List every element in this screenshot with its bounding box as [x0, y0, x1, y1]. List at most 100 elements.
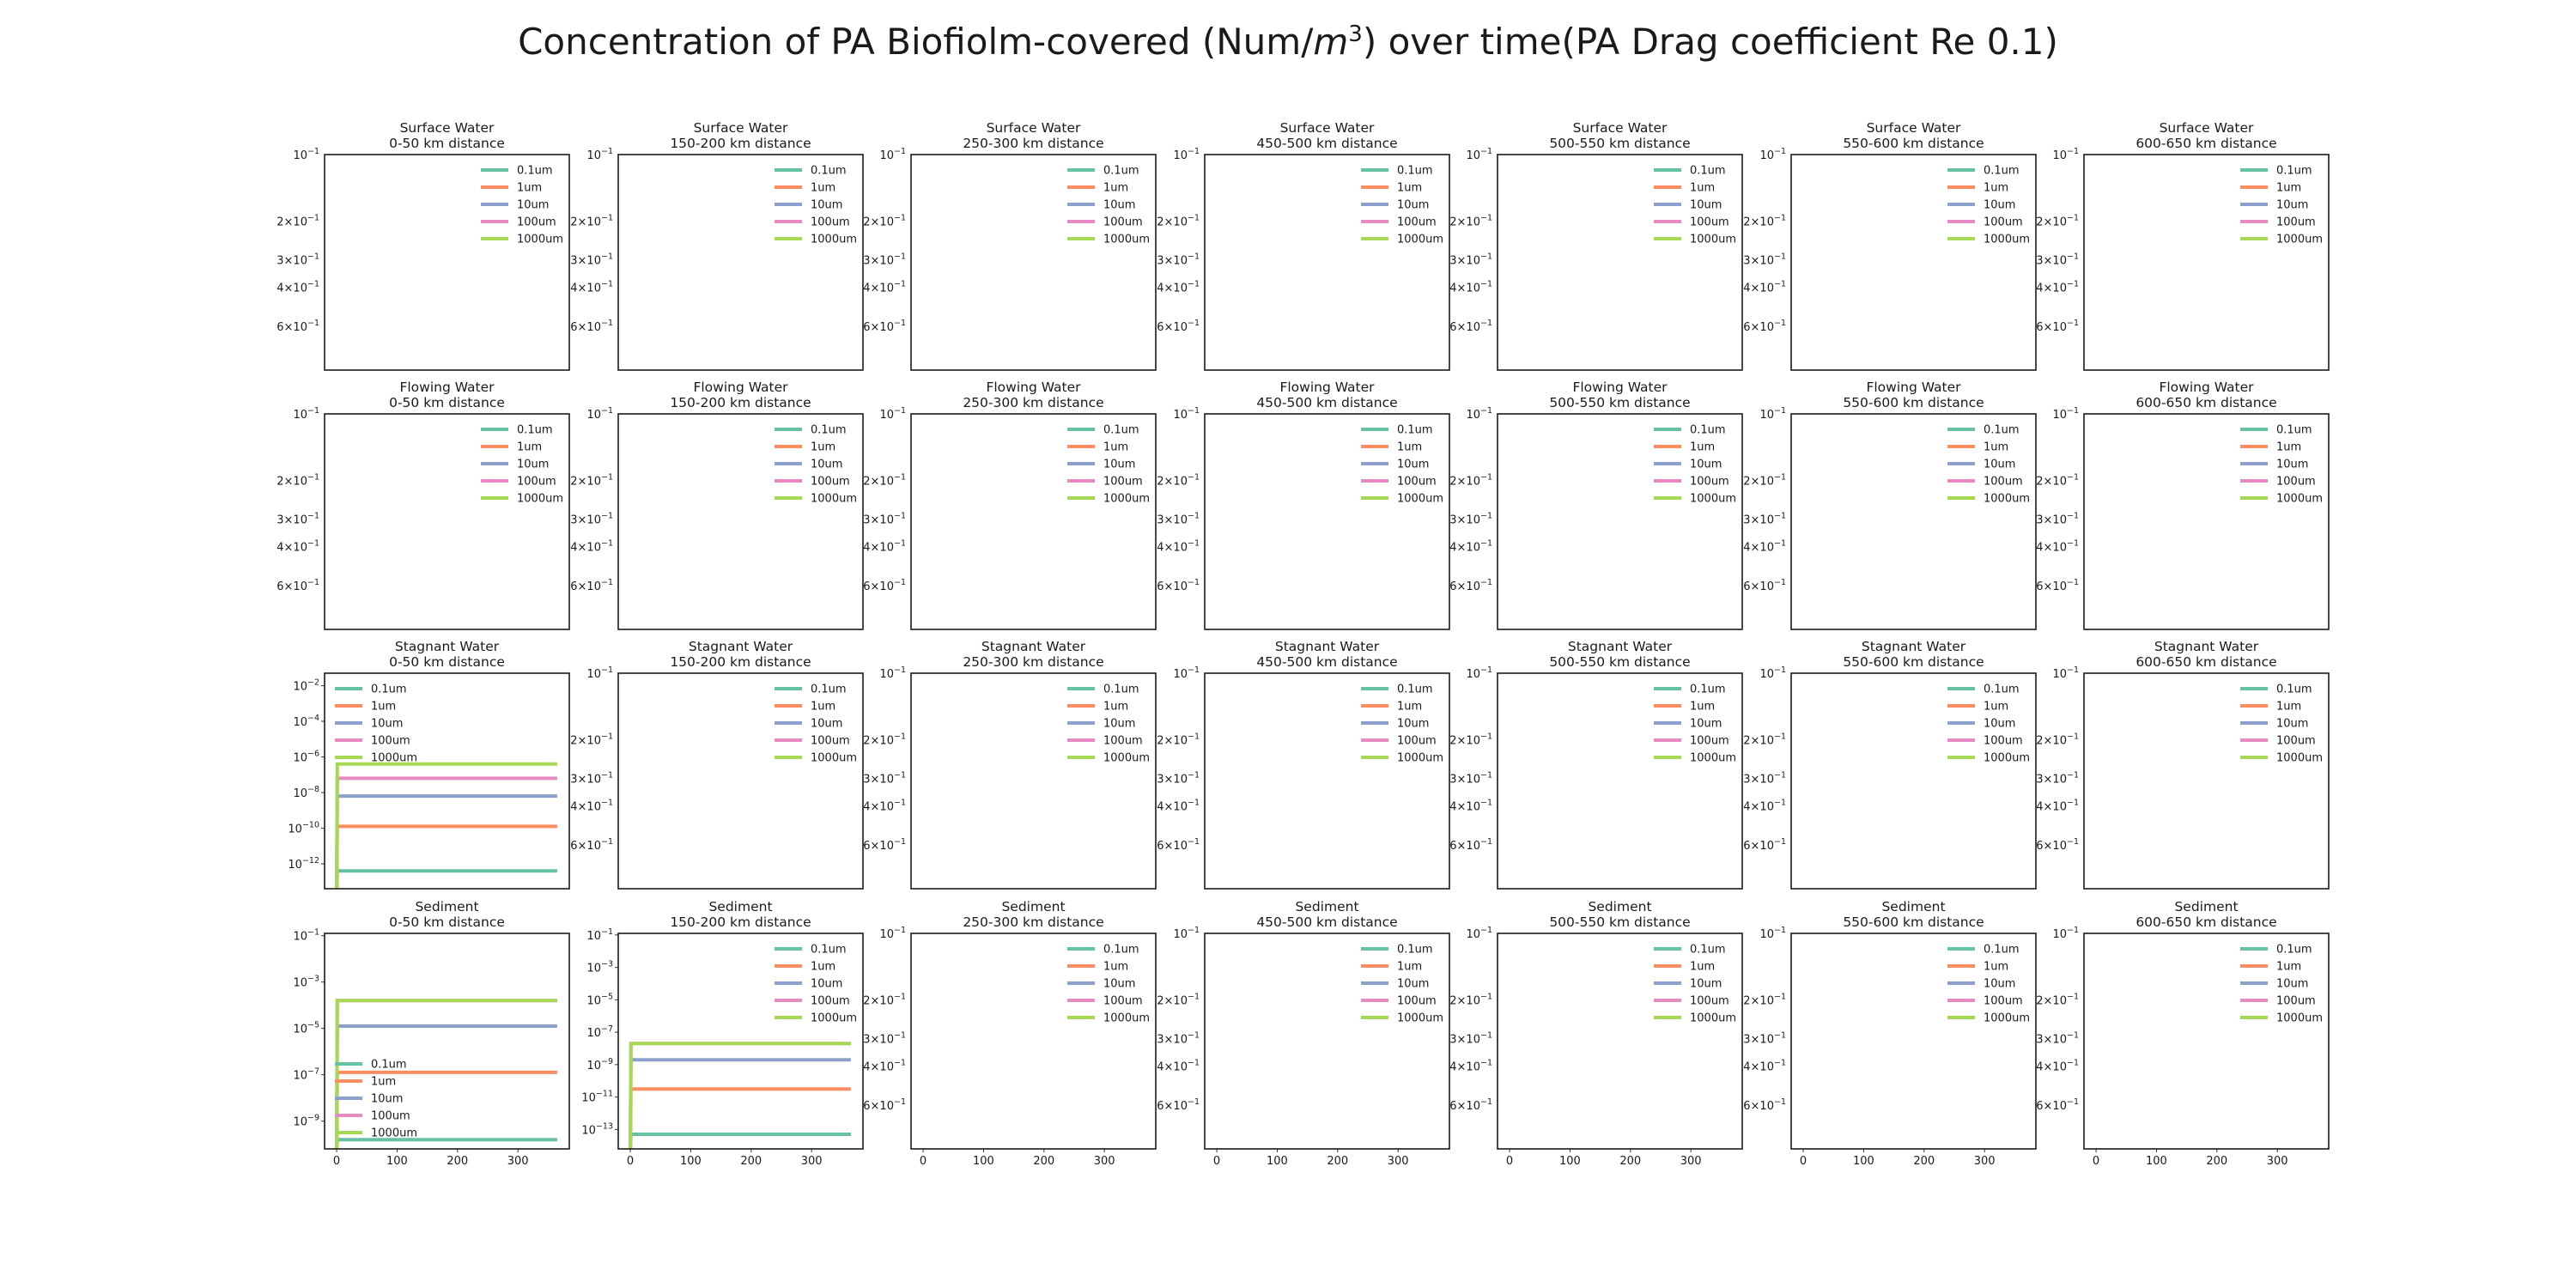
legend: 0.1um 1um 10um 100um 1000um — [1361, 944, 1443, 1025]
y-tick-label: 6×10−1 — [2036, 1097, 2079, 1113]
legend-label: 1000um — [2276, 493, 2323, 506]
x-tick-label: 100 — [2146, 1155, 2167, 1168]
plot-area: 10−1 2×10−1 3×10−1 4×10−1 6×10−1 0.1um 1um 10um… — [1743, 665, 2037, 890]
legend-label: 1000um — [1397, 493, 1443, 506]
legend-label: 1um — [1103, 701, 1128, 714]
y-tick-label: 2×10−1 — [863, 992, 906, 1007]
y-tick-label: 4×10−1 — [2036, 799, 2079, 814]
y-tick-label: 10−1 — [293, 147, 319, 162]
y-tick-label: 6×10−1 — [1449, 1097, 1492, 1113]
y-tick-label: 6×10−1 — [276, 319, 319, 334]
y-tick-label: 4×10−1 — [1449, 539, 1492, 555]
y-tick-label: 3×10−1 — [1157, 770, 1200, 786]
y-tick-label: 3×10−1 — [1743, 252, 1786, 267]
y-tick-label: 10−1 — [1466, 406, 1492, 422]
axes-frame — [2083, 672, 2330, 890]
axes-frame — [1204, 154, 1450, 371]
figure-title: Concentration of PA Biofiolm-covered (Nu… — [518, 21, 2058, 63]
subplot-0-0: Surface Water 0-50 km distance 10−1 2×10−1 3… — [276, 120, 570, 371]
legend-label: 1000um — [1397, 752, 1443, 765]
plot-area: 10−1 2×10−1 3×10−1 4×10−1 6×10−1 0.1um 1um 10um… — [2036, 926, 2330, 1168]
legend-label: 1000um — [1103, 234, 1150, 246]
y-tick-label: 3×10−1 — [1449, 1030, 1492, 1046]
axes-frame — [324, 413, 570, 630]
x-tick-label: 200 — [1913, 1155, 1935, 1168]
legend-label: 0.1um — [811, 944, 847, 957]
y-tick-label: 4×10−1 — [1743, 280, 1786, 295]
subplot-title-compartment: Sediment — [2174, 899, 2239, 914]
subplot-title-compartment: Surface Water — [1866, 120, 1961, 136]
legend-label: 0.1um — [2276, 424, 2312, 437]
subplot-2-1: Stagnant Water 150-200 km distance 10−1 2×1… — [570, 639, 864, 890]
legend-label: 100um — [2276, 476, 2316, 489]
series-line-10um — [335, 1024, 557, 1149]
legend: 0.1um 1um 10um 100um 1000um — [1947, 424, 2030, 506]
plot-area: 10−1 2×10−1 3×10−1 4×10−1 6×10−1 0.1um 1um 10um… — [1157, 665, 1450, 890]
y-tick-label: 10−5 — [293, 1021, 319, 1036]
legend-label: 1000um — [517, 234, 563, 246]
y-tick-label: 2×10−1 — [1743, 732, 1786, 747]
series-line-1000um — [629, 1042, 851, 1149]
legend: 0.1um 1um 10um 100um 1000um — [481, 165, 563, 246]
legend: 0.1um 1um 10um 100um 1000um — [1361, 165, 1443, 246]
subplot-title-compartment: Sediment — [708, 899, 773, 914]
subplot-title-distance: 150-200 km distance — [670, 395, 811, 410]
legend-label: 1000um — [1397, 234, 1443, 246]
legend: 0.1um 1um 10um 100um 1000um — [2240, 683, 2323, 765]
plot-area: 10−1 2×10−1 3×10−1 4×10−1 6×10−1 0.1um 1um 10um… — [1743, 147, 2037, 371]
legend-label: 10um — [1397, 718, 1429, 731]
y-tick-label: 2×10−1 — [276, 213, 319, 228]
legend-label: 1um — [811, 961, 835, 974]
legend-label: 0.1um — [1397, 944, 1433, 957]
subplot-title-distance: 600-650 km distance — [2136, 395, 2277, 410]
plot-area: 10−1 2×10−1 3×10−1 4×10−1 6×10−1 0.1um 1um 10um… — [2036, 406, 2330, 630]
plot-area: 10−1 2×10−1 3×10−1 4×10−1 6×10−1 0.1um 1um 10um… — [863, 665, 1157, 890]
legend-label: 10um — [517, 459, 549, 471]
subplot-title-compartment: Surface Water — [399, 120, 495, 136]
y-tick-label: 3×10−1 — [863, 770, 906, 786]
y-tick-label: 4×10−1 — [1157, 539, 1200, 555]
legend-label: 0.1um — [517, 424, 553, 437]
subplot-title-distance: 0-50 km distance — [389, 914, 505, 930]
legend-label: 100um — [811, 735, 850, 748]
subplot-title-compartment: Stagnant Water — [2154, 639, 2259, 654]
legend: 0.1um 1um 10um 100um 1000um — [481, 424, 563, 506]
legend-label: 10um — [1984, 199, 2015, 212]
axes-frame — [324, 154, 570, 371]
y-tick-label: 3×10−1 — [2036, 1030, 2079, 1046]
y-tick-label: 4×10−1 — [863, 280, 906, 295]
plot-area: 10−1 2×10−1 3×10−1 4×10−1 6×10−1 0.1um 1um 10um… — [1449, 665, 1743, 890]
y-tick-label: 3×10−1 — [1449, 770, 1492, 786]
subplot-title-compartment: Stagnant Water — [981, 639, 1086, 654]
legend: 0.1um 1um 10um 100um 1000um — [1947, 944, 2030, 1025]
legend-label: 10um — [811, 978, 842, 991]
y-tick-label: 2×10−1 — [2036, 732, 2079, 747]
series-line-1000um — [335, 762, 557, 889]
y-tick-label: 10−4 — [293, 714, 319, 729]
legend-label: 1000um — [2276, 1012, 2323, 1025]
plot-area: 10−1 2×10−1 3×10−1 4×10−1 6×10−1 0.1um 1um 10um… — [2036, 147, 2330, 371]
x-tick-label: 200 — [2206, 1155, 2227, 1168]
y-tick-label: 4×10−1 — [1449, 280, 1492, 295]
y-tick-label: 3×10−1 — [863, 511, 906, 526]
y-tick-label: 4×10−1 — [1449, 1059, 1492, 1074]
axes-frame — [910, 933, 1157, 1150]
legend-label: 0.1um — [1690, 944, 1726, 957]
plot-area: 10−1 2×10−1 3×10−1 4×10−1 6×10−1 0.1um 1um 10um… — [863, 406, 1157, 630]
legend-label: 10um — [1984, 459, 2015, 471]
y-tick-label: 4×10−1 — [2036, 280, 2079, 295]
legend-label: 100um — [1103, 476, 1143, 489]
legend-label: 0.1um — [1397, 165, 1433, 178]
series-group — [335, 762, 557, 889]
legend: 0.1um 1um 10um 100um 1000um — [2240, 165, 2323, 246]
y-tick-label: 2×10−1 — [1449, 213, 1492, 228]
series-line-1um — [335, 824, 557, 889]
legend: 0.1um 1um 10um 100um 1000um — [775, 944, 857, 1025]
y-tick-label: 4×10−1 — [276, 539, 319, 555]
y-tick-label: 6×10−1 — [863, 319, 906, 334]
legend-label: 0.1um — [811, 683, 847, 696]
legend-label: 1000um — [811, 1012, 857, 1025]
legend-label: 1000um — [2276, 234, 2323, 246]
x-tick-label: 300 — [1974, 1155, 1996, 1168]
